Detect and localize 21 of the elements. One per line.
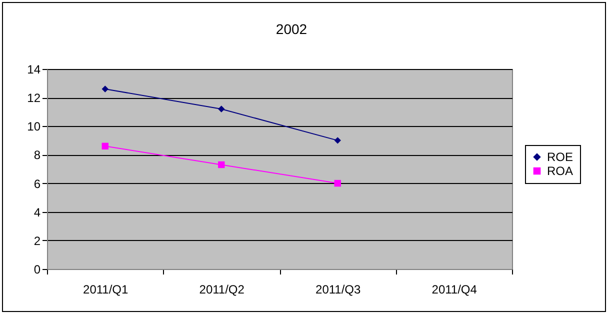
x-tick-label: 2011/Q1 <box>83 282 129 296</box>
point <box>218 161 225 168</box>
y-tick-label: 6 <box>34 176 41 191</box>
y-tick-label: 12 <box>27 91 41 106</box>
y-tick-label: 10 <box>27 120 41 134</box>
point <box>334 137 341 144</box>
point <box>102 86 108 92</box>
x-tick-label: 2011/Q2 <box>199 282 245 296</box>
x-tick-label: 2011/Q3 <box>316 282 362 296</box>
legend-label: ROE <box>547 150 574 164</box>
point <box>334 180 341 187</box>
x-tick-label: 2011/Q4 <box>432 282 478 296</box>
y-tick-label: 0 <box>34 262 41 276</box>
y-tick-label: 8 <box>34 148 41 162</box>
y-tick-label: 2 <box>34 234 41 248</box>
point <box>218 106 225 112</box>
y-tick-label: 14 <box>27 62 41 76</box>
legend-label: ROA <box>547 164 574 178</box>
chart-title: 2002 <box>276 21 308 37</box>
point <box>102 142 108 150</box>
y-tick-label: 4 <box>34 205 41 220</box>
